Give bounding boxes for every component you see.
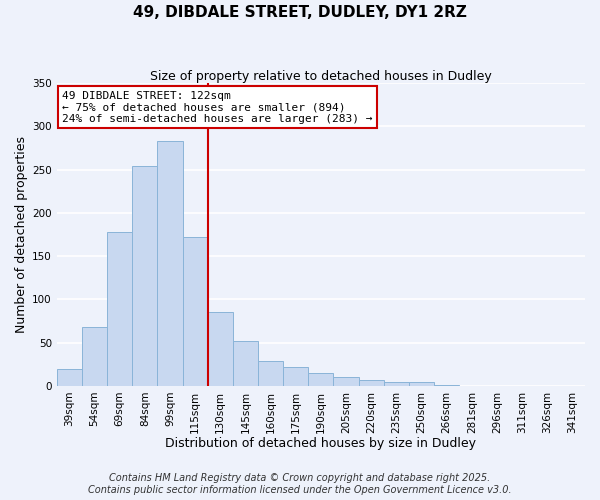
- Bar: [157, 141, 182, 386]
- Bar: [434, 385, 459, 386]
- Text: Contains HM Land Registry data © Crown copyright and database right 2025.
Contai: Contains HM Land Registry data © Crown c…: [88, 474, 512, 495]
- Text: 49 DIBDALE STREET: 122sqm
← 75% of detached houses are smaller (894)
24% of semi: 49 DIBDALE STREET: 122sqm ← 75% of detac…: [62, 90, 373, 124]
- X-axis label: Distribution of detached houses by size in Dudley: Distribution of detached houses by size …: [166, 437, 476, 450]
- Bar: [334, 377, 359, 386]
- Text: 49, DIBDALE STREET, DUDLEY, DY1 2RZ: 49, DIBDALE STREET, DUDLEY, DY1 2RZ: [133, 5, 467, 20]
- Bar: [182, 237, 208, 386]
- Title: Size of property relative to detached houses in Dudley: Size of property relative to detached ho…: [150, 70, 492, 83]
- Bar: [283, 367, 308, 386]
- Bar: [233, 341, 258, 386]
- Y-axis label: Number of detached properties: Number of detached properties: [15, 136, 28, 333]
- Bar: [258, 361, 283, 386]
- Bar: [308, 373, 334, 386]
- Bar: [384, 382, 409, 386]
- Bar: [57, 368, 82, 386]
- Bar: [132, 166, 157, 386]
- Bar: [208, 312, 233, 386]
- Bar: [82, 327, 107, 386]
- Bar: [409, 382, 434, 386]
- Bar: [359, 380, 384, 386]
- Bar: [107, 232, 132, 386]
